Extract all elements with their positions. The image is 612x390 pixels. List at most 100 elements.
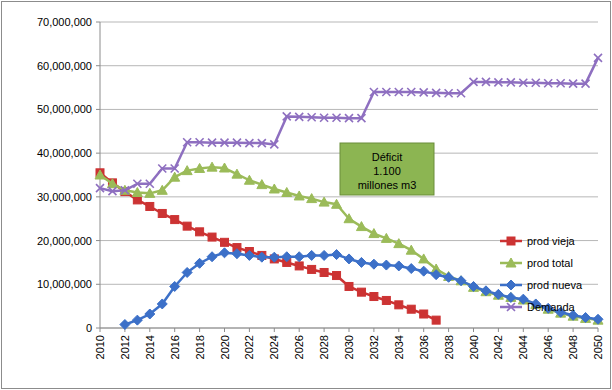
annotation: Déficit1.100millones m3 [340,143,434,195]
x-tick-label: 2028 [318,335,330,359]
point [506,292,516,302]
y-tick [96,196,100,197]
point [494,78,502,86]
point [356,222,366,231]
point [196,138,204,146]
point [207,162,217,171]
point [395,301,403,309]
point [270,140,278,148]
x-tick-label: 2012 [119,335,131,359]
point [294,191,304,200]
point [108,179,116,187]
x-tick-label: 2020 [219,335,231,359]
annotation-text: Déficit [372,151,403,163]
point [283,112,291,120]
point [269,184,279,193]
legend-label: Demanda [527,301,576,313]
point [295,262,303,270]
point [132,315,142,325]
point [432,89,440,97]
point [444,272,454,282]
x-tick [224,328,225,332]
x-tick [473,328,474,332]
y-tick [96,284,100,285]
x-tick-label: 2018 [194,335,206,359]
point [220,248,230,258]
point [332,250,342,260]
x-tick-label: 2010 [94,335,106,359]
point [183,222,191,230]
point [519,79,527,87]
point [307,250,317,260]
point [233,139,241,147]
series-line [125,253,598,325]
x-tick [423,328,424,332]
x-tick [349,328,350,332]
point [493,290,503,299]
y-tick [96,328,100,329]
point [407,305,415,313]
point [182,267,192,277]
point [244,250,254,260]
point [319,250,329,260]
point [406,245,416,254]
grid-line [100,196,598,197]
x-tick [523,328,524,332]
legend-marker [506,280,516,290]
point [170,281,180,291]
point [432,316,440,324]
legend-marker [507,303,515,311]
point [145,188,155,197]
point [308,113,316,121]
point [357,288,365,296]
grid [100,22,598,328]
x-tick-label: 2042 [492,335,504,359]
point [294,252,304,262]
point [557,79,565,87]
point [356,257,366,267]
x-tick [199,328,200,332]
point [282,252,292,262]
point [282,187,292,196]
point [507,78,515,86]
point [220,163,230,172]
point [581,313,591,323]
point [506,292,516,301]
point [369,259,379,269]
point [208,139,216,147]
x-tick [373,328,374,332]
point [407,88,415,96]
x-tick [274,328,275,332]
point [108,187,116,195]
x-tick-label: 2036 [418,335,430,359]
y-tick [96,240,100,241]
point [221,139,229,147]
point [544,79,552,87]
point [221,238,229,246]
point [406,264,416,274]
point [133,196,141,204]
annotation-text: millones m3 [358,179,417,191]
legend: prod viejaprod totalprod nuevaDemanda [500,235,583,313]
y-tick-label: 30,000,000 [37,191,92,203]
point [146,180,154,188]
point [569,80,577,88]
x-tick [174,328,175,332]
point [157,299,167,309]
point [133,180,141,188]
point [195,163,205,172]
point [232,169,242,178]
point [370,88,378,96]
point [269,252,279,262]
point [381,260,391,270]
point [107,179,117,188]
point [357,114,365,122]
point [457,89,465,97]
x-tick-label: 2032 [368,335,380,359]
point [420,310,428,318]
x-tick-label: 2016 [169,335,181,359]
point [382,88,390,96]
annotation-box [340,143,434,195]
point [382,296,390,304]
y-tick-label: 50,000,000 [37,103,92,115]
